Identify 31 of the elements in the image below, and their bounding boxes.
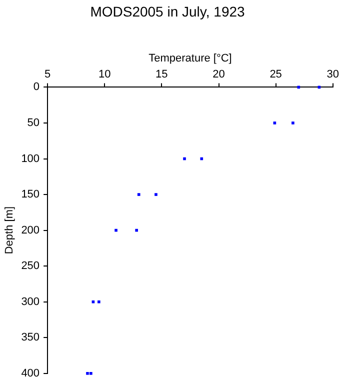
point (135, 228, 138, 232)
x-axis-title: Temperature [°C] (148, 52, 232, 64)
y-tick-label: 250 (21, 260, 40, 272)
x-tick-label: 25 (270, 68, 282, 81)
x-tick-label: 20 (212, 68, 225, 81)
x-tick-label: 15 (156, 68, 168, 81)
point (183, 157, 186, 160)
point (92, 300, 95, 304)
point (98, 300, 100, 304)
point (86, 372, 89, 375)
point (90, 372, 92, 375)
x-tick-label: 30 (326, 68, 340, 81)
point (292, 122, 294, 124)
y-tick-label: 400 (21, 367, 40, 380)
y-tick-label: 0 (33, 81, 40, 94)
point (200, 157, 204, 160)
y-tick-label: 50 (27, 117, 40, 130)
y-tick-label: 300 (21, 296, 40, 308)
y-tick-label: 100 (21, 152, 40, 165)
point (273, 122, 276, 124)
point (297, 86, 300, 89)
y-tick-label: 200 (21, 224, 40, 236)
point (114, 228, 118, 232)
y-axis-title: Depth [m] (4, 206, 16, 254)
x-tick-label: 10 (98, 68, 111, 81)
x-tick-label: 5 (44, 68, 51, 81)
point (154, 193, 158, 196)
y-tick-label: 150 (21, 188, 40, 201)
point (137, 193, 140, 196)
y-tick-label: 350 (21, 332, 40, 344)
chart-title: MODS2005 in July, 1923 (90, 3, 246, 20)
